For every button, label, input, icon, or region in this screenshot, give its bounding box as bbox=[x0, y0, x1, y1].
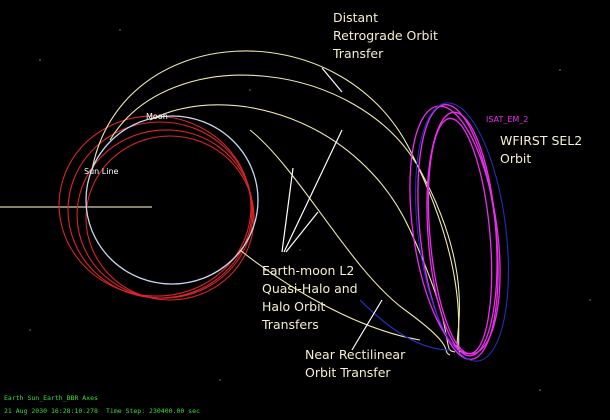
sel2-label: WFIRST SEL2 bbox=[500, 133, 582, 148]
dro-label: Transfer bbox=[332, 46, 384, 61]
spacecraft-label: ISAT_EM_2 bbox=[486, 115, 528, 124]
dro-label: Distant bbox=[333, 10, 378, 25]
halo-label: Quasi-Halo and bbox=[262, 281, 358, 296]
transfer-trajectories bbox=[91, 50, 463, 357]
status-time: 21 Aug 2030 16:28:10.278 bbox=[4, 407, 98, 415]
halo-label: Earth-moon L2 bbox=[262, 263, 354, 278]
sel2-orbit bbox=[409, 102, 509, 362]
sun-line-label: Sun Line bbox=[84, 167, 119, 176]
status-axes: Earth Sun_Earth_BBR Axes bbox=[4, 394, 98, 402]
dro-label: Retrograde Orbit bbox=[333, 28, 438, 43]
nro-label: Orbit Transfer bbox=[305, 365, 391, 380]
nro-label: Near Rectilinear bbox=[305, 347, 406, 362]
moon-label: Moon bbox=[146, 112, 168, 121]
status-time-step: Time Step: 230400.00 sec bbox=[106, 407, 200, 415]
halo-label: Halo Orbit bbox=[262, 299, 326, 314]
sel2-label: Orbit bbox=[500, 151, 531, 166]
halo-label: Transfers bbox=[261, 317, 319, 332]
annotation-arrows bbox=[281, 67, 383, 351]
stars bbox=[29, 29, 591, 391]
earth-loop-orbits bbox=[58, 115, 259, 301]
